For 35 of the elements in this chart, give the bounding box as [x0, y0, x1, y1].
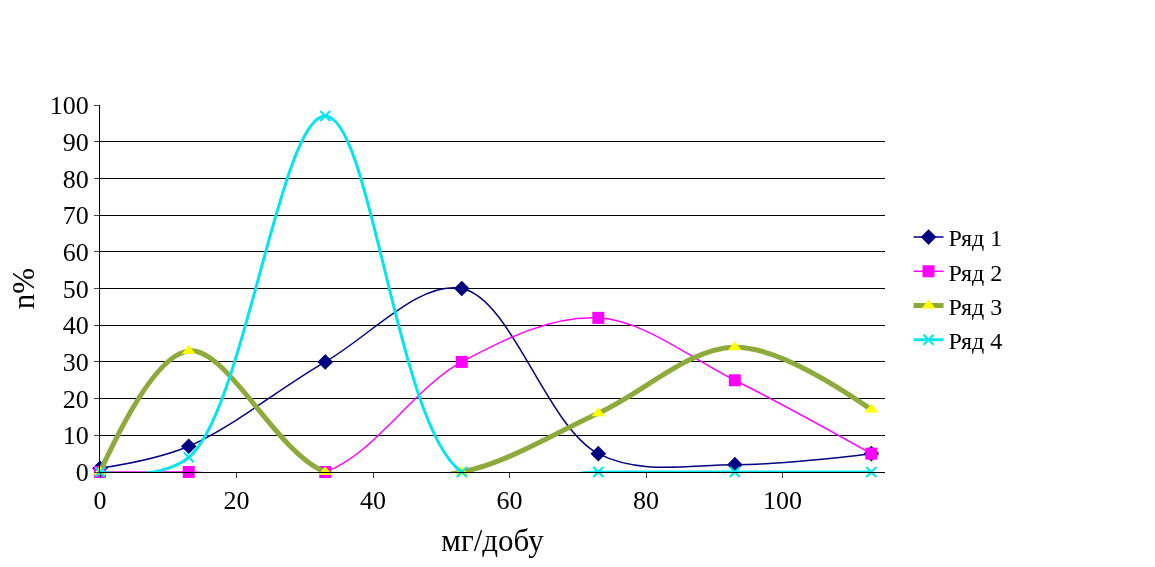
point: [453, 280, 470, 297]
y-tick-label: 30: [62, 348, 89, 377]
y-tick-label: 80: [62, 164, 89, 194]
legend-label: Ряд 2: [948, 259, 1003, 286]
y-tick-label: 0: [75, 458, 89, 488]
y-axis-title: n%: [6, 267, 42, 310]
legend-label: Ряд 3: [948, 293, 1003, 320]
y-tick-label: 60: [62, 237, 89, 267]
point: [590, 445, 607, 462]
point: [728, 466, 741, 478]
x-tick-label: 20: [223, 486, 250, 516]
point: [455, 355, 468, 368]
y-tick-label: 90: [62, 127, 89, 157]
point: [180, 438, 197, 455]
x-tick-label: 60: [496, 486, 523, 516]
point: [182, 466, 195, 478]
y-tick-label: 50: [62, 274, 89, 304]
point: [319, 110, 332, 123]
x-tick-label: 80: [633, 486, 660, 516]
x-tick-label: 100: [763, 486, 803, 516]
point: [592, 311, 605, 324]
y-tick-label: 10: [62, 421, 89, 451]
point: [865, 466, 878, 478]
legend-label: Ряд 4: [948, 328, 1003, 355]
y-tick-label: 70: [62, 201, 89, 231]
point: [182, 451, 195, 464]
x-axis-title: мг/добу: [441, 523, 545, 559]
y-tick-label: 100: [49, 91, 89, 121]
point: [728, 374, 741, 387]
y-tick-label: 20: [62, 384, 89, 414]
x-tick-label: 40: [360, 486, 387, 516]
point: [592, 466, 605, 478]
y-tick-label: 40: [62, 311, 89, 341]
legend-label: Ряд 1: [948, 225, 1003, 252]
point: [317, 354, 334, 370]
